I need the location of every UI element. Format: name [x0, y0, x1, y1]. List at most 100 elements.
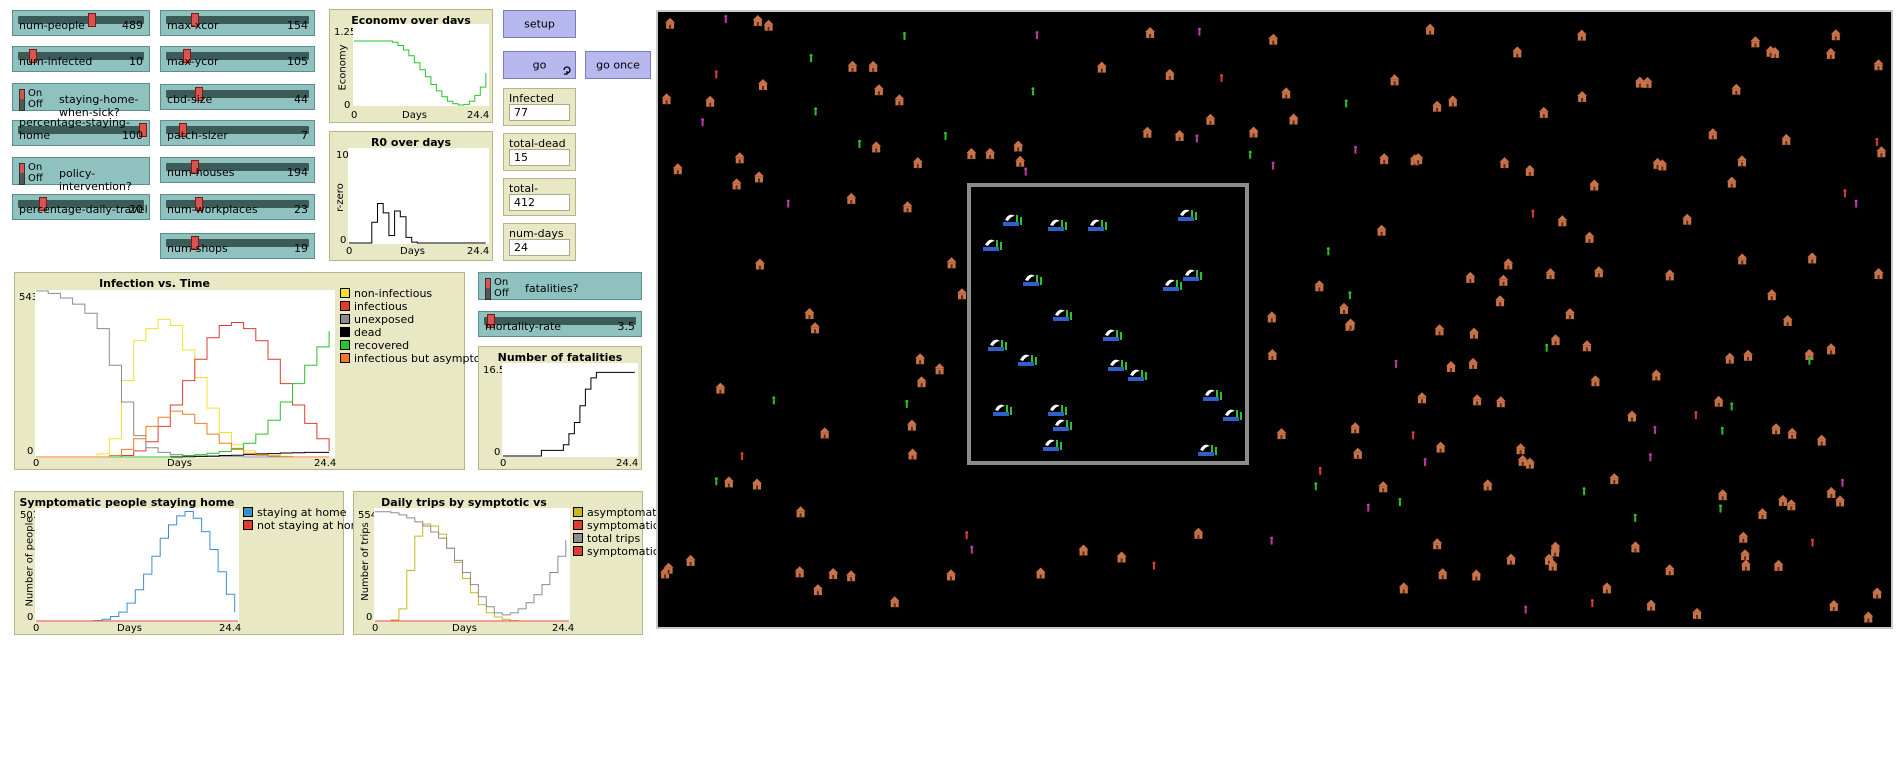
- house-icon: [1664, 564, 1675, 576]
- slider-thumb[interactable]: [191, 160, 199, 174]
- slider-label: max-xcor: [167, 19, 219, 32]
- house-icon: [1547, 559, 1558, 571]
- y-tick-min: 0: [27, 446, 34, 457]
- switch-knob[interactable]: [19, 163, 25, 185]
- slider-thumb[interactable]: [39, 197, 47, 211]
- house-icon: [1816, 434, 1827, 446]
- workplace-icon: [1103, 329, 1122, 341]
- slider-num-people[interactable]: num-people 489: [12, 10, 150, 36]
- series-line: [36, 318, 330, 458]
- house-icon: [907, 448, 918, 460]
- monitor-infected: Infected 77: [503, 88, 576, 126]
- house-icon: [1576, 29, 1587, 41]
- y-tick-min: 0: [344, 100, 351, 111]
- slider-track: [166, 90, 309, 98]
- series-line: [36, 410, 330, 458]
- monitor-label: Infected: [509, 92, 554, 105]
- house-icon: [1564, 308, 1575, 320]
- person-icon: [1411, 431, 1415, 440]
- slider-max-ycor[interactable]: max-ycor 105: [160, 46, 315, 72]
- house-icon: [1376, 224, 1387, 236]
- slider-thumb[interactable]: [195, 87, 203, 101]
- slider-num-infected[interactable]: num-infected 10: [12, 46, 150, 72]
- slider-percentage-daily-travel[interactable]: percentage-daily-travel 20: [12, 194, 150, 220]
- person-icon: [1719, 504, 1722, 513]
- house-icon: [1417, 392, 1427, 404]
- y-tick-max: 16.5: [483, 365, 506, 376]
- legend-swatch: [243, 507, 253, 517]
- house-icon: [795, 506, 806, 518]
- house-icon: [812, 584, 823, 596]
- legend-label: total trips: [587, 532, 641, 545]
- plot-infection-vs-time: Infection vs. Time 543 0 0 Days 24.4 non…: [14, 272, 511, 470]
- house-icon: [1174, 130, 1185, 141]
- switch-policy-intervention[interactable]: On Off policy-intervention?: [12, 157, 150, 193]
- monitor-label: total-dead: [509, 137, 566, 150]
- slider-thumb[interactable]: [191, 236, 199, 250]
- plot-area: [35, 508, 239, 622]
- slider-patch-sizer[interactable]: patch-sizer 7: [160, 120, 315, 146]
- person-icon: [1152, 561, 1156, 570]
- slider-thumb[interactable]: [179, 123, 187, 137]
- legend-item: not staying at home: [243, 519, 368, 532]
- house-icon: [916, 376, 927, 388]
- slider-max-xcor[interactable]: max-xcor 154: [160, 10, 315, 36]
- house-icon: [1740, 549, 1751, 561]
- house-icon: [663, 562, 674, 574]
- legend-item: symptomatic: [573, 545, 666, 558]
- legend-item: dead: [340, 326, 511, 339]
- switch-fatalities[interactable]: On Off fatalities?: [478, 272, 642, 300]
- slider-percentage-staying-home[interactable]: percentage-staying-home 100: [12, 116, 150, 146]
- switch-knob[interactable]: [19, 89, 25, 111]
- house-icon: [1378, 481, 1389, 493]
- workplace-icon: [1163, 279, 1182, 291]
- legend-swatch: [340, 288, 350, 298]
- legend-item: asymptomatic: [573, 506, 666, 519]
- y-tick-max: 501: [20, 510, 40, 521]
- house-icon: [966, 148, 977, 159]
- slider-track: [18, 200, 144, 208]
- legend-swatch: [573, 520, 583, 530]
- house-icon: [1577, 91, 1588, 102]
- slider-cbd-size[interactable]: cbd-size 44: [160, 84, 315, 110]
- go-once-button[interactable]: go once: [585, 51, 651, 79]
- legend-label: staying at home: [257, 506, 347, 519]
- switch-staying-home-when-sick[interactable]: On Off staying-home-when-sick?: [12, 83, 150, 119]
- slider-thumb[interactable]: [195, 197, 203, 211]
- house-icon: [1835, 495, 1846, 507]
- plot-title: R0 over days: [370, 136, 452, 149]
- person-icon: [1344, 99, 1348, 108]
- house-icon: [1550, 334, 1561, 346]
- setup-button[interactable]: setup: [503, 10, 576, 38]
- x-axis-label: Days: [402, 110, 427, 121]
- house-icon: [1276, 428, 1287, 440]
- house-icon: [1757, 508, 1768, 520]
- go-button[interactable]: go: [503, 51, 576, 79]
- slider-thumb[interactable]: [88, 13, 96, 27]
- slider-thumb[interactable]: [139, 123, 147, 137]
- workplace-icon: [1178, 209, 1197, 221]
- forever-icon: [563, 66, 571, 75]
- house-icon: [1512, 46, 1523, 58]
- slider-thumb[interactable]: [191, 13, 199, 27]
- plot-svg: [375, 511, 569, 622]
- house-icon: [1116, 551, 1127, 563]
- house-icon: [1281, 87, 1292, 99]
- slider-thumb[interactable]: [29, 49, 37, 63]
- workplace-icon: [1048, 404, 1067, 416]
- house-icon: [1557, 215, 1568, 227]
- person-icon: [740, 452, 744, 461]
- slider-thumb[interactable]: [183, 49, 191, 63]
- person-icon: [1271, 161, 1275, 170]
- slider-thumb[interactable]: [487, 314, 495, 328]
- house-icon: [1782, 315, 1793, 326]
- world-view[interactable]: [656, 10, 1893, 629]
- person-icon: [714, 477, 718, 486]
- slider-num-houses[interactable]: num-houses 194: [160, 157, 315, 183]
- slider-num-workplaces[interactable]: num-workplaces 23: [160, 194, 315, 220]
- person-icon: [1875, 137, 1879, 146]
- slider-mortality-rate[interactable]: mortality-rate 3.5: [478, 311, 642, 337]
- slider-track: [166, 52, 309, 60]
- slider-num-shops[interactable]: num-shops 19: [160, 233, 315, 259]
- switch-knob[interactable]: [485, 278, 491, 300]
